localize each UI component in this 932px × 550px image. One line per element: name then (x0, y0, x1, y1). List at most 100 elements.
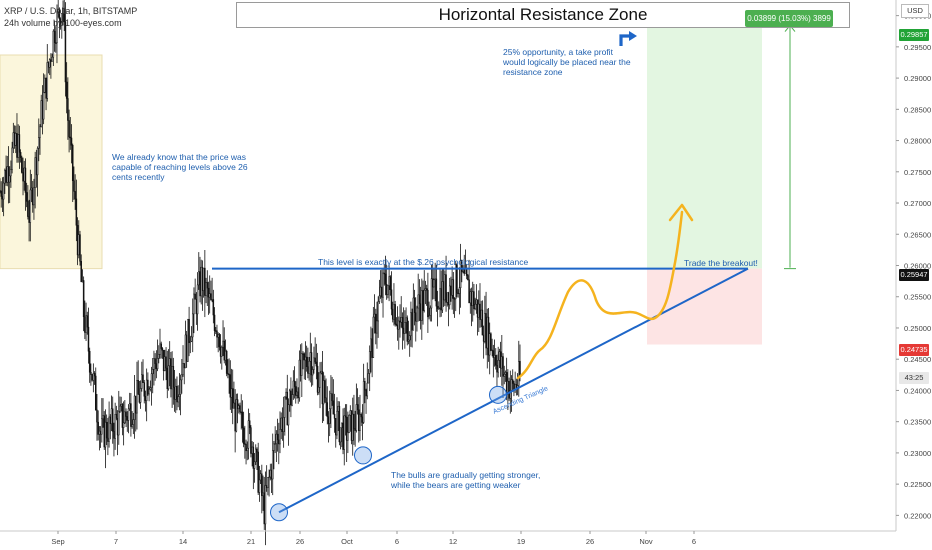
candle-body (188, 318, 190, 344)
candle-body (463, 269, 465, 274)
candle-body (78, 234, 80, 256)
x-tick-label: 14 (179, 537, 187, 546)
candle-body (438, 307, 440, 309)
candle-body (451, 279, 453, 296)
candle-body (53, 30, 56, 43)
candle-body (307, 366, 309, 374)
candle-body (468, 279, 470, 304)
candle-body (114, 414, 116, 439)
y-tick-label: 0.24000 (904, 386, 931, 395)
candle-body (160, 343, 162, 349)
candle-body (378, 295, 381, 302)
candle-body (21, 157, 23, 173)
candle-body (184, 334, 187, 369)
candle-body (398, 320, 400, 330)
candle-body (190, 336, 193, 342)
symbol-label[interactable]: XRP / U.S. Dollar, 1h, BITSTAMP (4, 6, 138, 16)
candle-body (453, 298, 456, 300)
candle-body (126, 416, 129, 421)
candle-body (245, 443, 247, 452)
candle-body (127, 408, 130, 421)
candle-body (31, 187, 34, 206)
candle-body (396, 324, 399, 330)
candle-body (227, 373, 229, 375)
candle-body (111, 408, 114, 432)
candle-body (347, 432, 349, 441)
candle-body (424, 288, 427, 291)
candle-body (202, 267, 205, 292)
candle-body (182, 363, 184, 376)
candle-body (456, 264, 458, 294)
target-price-tag: 0.29857 (899, 29, 929, 41)
candle-body (509, 390, 512, 399)
candle-body (498, 351, 501, 361)
candle-body (354, 428, 356, 431)
resistance-note: This level is exactly at the $.26 psycho… (318, 257, 529, 267)
candle-body (440, 288, 442, 311)
candle-body (173, 387, 176, 400)
candle-body (76, 225, 79, 256)
candle-body (318, 386, 320, 393)
candle-body (284, 396, 286, 418)
candle-body (30, 187, 33, 191)
history-zone (0, 54, 103, 270)
trade-breakout-note: Trade the breakout! (684, 258, 758, 268)
candle-body (478, 303, 480, 318)
y-tick-label: 0.27000 (904, 199, 931, 208)
candle-body (154, 358, 156, 364)
currency-button[interactable]: USD (901, 4, 929, 18)
candle-body (505, 372, 508, 393)
volume-indicator-label[interactable]: 24h volume by 100-eyes.com (4, 18, 122, 28)
candle-body (187, 318, 189, 362)
candle-body (240, 411, 242, 413)
candle-body (336, 410, 338, 436)
candle-body (385, 284, 388, 295)
candle-body (150, 373, 153, 388)
candle-body (435, 278, 438, 307)
candle-body (41, 100, 44, 120)
candle-body (446, 292, 449, 303)
candle-body (261, 473, 263, 497)
candle-body (326, 402, 329, 418)
candle-body (434, 278, 436, 281)
candle-body (486, 316, 489, 349)
candle-body (458, 287, 461, 294)
candle-body (252, 446, 255, 469)
candle-body (376, 320, 378, 334)
candle-body (82, 280, 85, 318)
candle-body (141, 374, 143, 389)
candle-body (362, 381, 365, 423)
candle-body (35, 157, 38, 176)
candle-body (292, 380, 295, 395)
candle-body (212, 299, 215, 316)
candle-body (23, 167, 25, 182)
candle-body (491, 349, 493, 351)
candle-body (105, 421, 108, 439)
loss-zone (647, 268, 762, 345)
candle-body (143, 382, 145, 397)
candle-body (71, 145, 74, 182)
candle-body (149, 387, 152, 390)
candle-body (29, 189, 32, 223)
candle-body (263, 492, 265, 525)
candle-body (304, 356, 307, 361)
candle-body (461, 259, 463, 272)
candle-body (205, 282, 207, 296)
candle-body (223, 340, 225, 361)
candle-body (145, 379, 148, 401)
candle-body (48, 59, 51, 68)
candle-body (286, 391, 289, 426)
candle-body (218, 334, 221, 348)
candle-body (382, 272, 384, 298)
candle-body (170, 358, 172, 390)
candle-body (107, 437, 109, 442)
candle-body (251, 446, 253, 454)
candle-body (301, 353, 303, 376)
candle-body (130, 403, 132, 427)
x-tick-label: Nov (639, 537, 653, 546)
candle-body (16, 133, 18, 158)
candle-body (219, 346, 222, 357)
candle-body (52, 30, 55, 58)
candle-body (439, 288, 441, 309)
